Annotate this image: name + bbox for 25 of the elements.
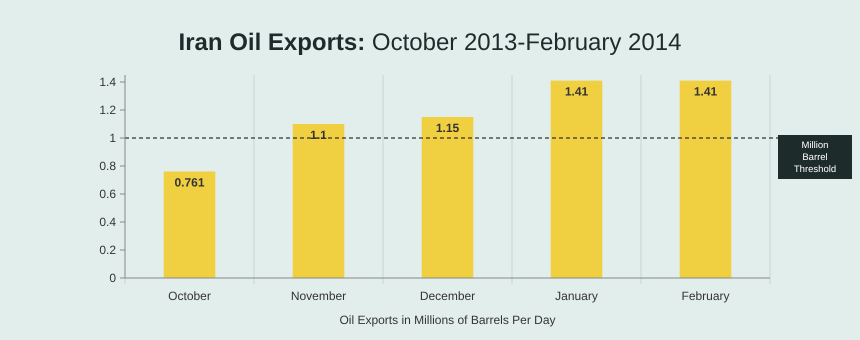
- x-tick-label: November: [290, 289, 346, 303]
- bar: [680, 80, 732, 278]
- data-label: 0.761: [174, 175, 205, 190]
- x-tick-label: February: [681, 289, 730, 303]
- x-axis-title: Oil Exports in Millions of Barrels Per Day: [339, 313, 556, 327]
- y-tick-label: 1: [109, 131, 116, 145]
- ref-line-label: Million Barrel Threshold: [794, 140, 836, 175]
- y-tick-label: 0.2: [99, 243, 116, 257]
- y-tick-label: 1.4: [99, 75, 116, 89]
- chart-title: Iran Oil Exports: October 2013-February 2014: [178, 29, 682, 56]
- bar: [550, 80, 602, 278]
- bar: [292, 124, 344, 278]
- data-label: 1.15: [436, 121, 460, 135]
- x-tick-label: October: [168, 289, 211, 303]
- y-tick-label: 0: [109, 271, 116, 285]
- bar: [164, 171, 216, 278]
- y-tick-label: 0.4: [99, 215, 116, 229]
- bar: [422, 117, 474, 278]
- x-tick-label: January: [555, 289, 598, 303]
- data-label: 1.41: [694, 84, 718, 99]
- y-tick-label: 0.6: [99, 187, 116, 201]
- y-tick-label: 0.8: [99, 159, 116, 173]
- data-label: 1.41: [564, 84, 588, 99]
- x-tick-label: December: [420, 289, 476, 303]
- y-tick-label: 1.2: [99, 103, 116, 117]
